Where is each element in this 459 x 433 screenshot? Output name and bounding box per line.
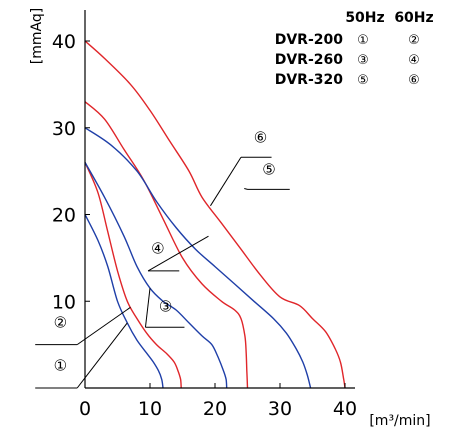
x-tick-label-10: 10 [138,398,162,420]
curve-callouts: ① ② ③ ④ ⑤ ⑥ [35,128,290,389]
axes: 0 10 20 30 40 10 20 30 40 [mmAq] [m³/min] [29,8,431,429]
callout-label-3: ③ [159,298,172,316]
series-line-2 [84,162,182,389]
callout-label-6: ⑥ [254,128,267,146]
legend-model-3: DVR-320 [275,72,344,88]
series-line-1 [84,214,164,389]
x-axis-label: [m³/min] [369,413,430,429]
series-line-3 [84,162,228,389]
callout-leader-2 [76,306,131,346]
series-line-5 [84,127,312,389]
legend-header-60hz: 60Hz [394,10,433,26]
y-tick-label-20: 20 [52,205,76,227]
legend-model-2: DVR-260 [275,52,344,68]
x-tick-label-0: 0 [79,398,91,420]
legend-50hz-1: ① [357,33,369,48]
y-tick-label-30: 30 [52,118,76,140]
y-tick-label-10: 10 [52,291,76,313]
legend-header-50hz: 50Hz [345,10,384,26]
callout-leader-3 [144,288,151,328]
callout-label-5: ⑤ [262,161,275,179]
legend-model-1: DVR-200 [275,32,344,48]
x-tick-label-40: 40 [333,398,357,420]
legend-50hz-2: ③ [357,53,369,68]
legend-50hz-3: ⑤ [357,73,369,88]
callout-leader-5 [244,187,248,190]
callout-leader-6 [210,156,242,207]
x-tick-label-30: 30 [268,398,292,420]
callout-leader-4 [147,235,209,272]
series-line-6 [84,40,346,389]
legend-60hz-1: ② [408,33,420,48]
series-line-4 [84,101,249,389]
callout-label-4: ④ [151,240,164,258]
legend: 50Hz 60Hz DVR-200 ① ② DVR-260 ③ ④ DVR-320 ⑤ ⑥ [275,10,434,88]
callout-label-2: ② [54,313,67,331]
callout-label-1: ① [54,357,67,375]
y-axis-label: [mmAq] [29,8,45,64]
legend-60hz-3: ⑥ [408,73,420,88]
legend-60hz-2: ④ [408,53,420,68]
y-tick-label-40: 40 [52,31,76,53]
x-tick-label-20: 20 [203,398,227,420]
performance-curves [84,40,346,389]
